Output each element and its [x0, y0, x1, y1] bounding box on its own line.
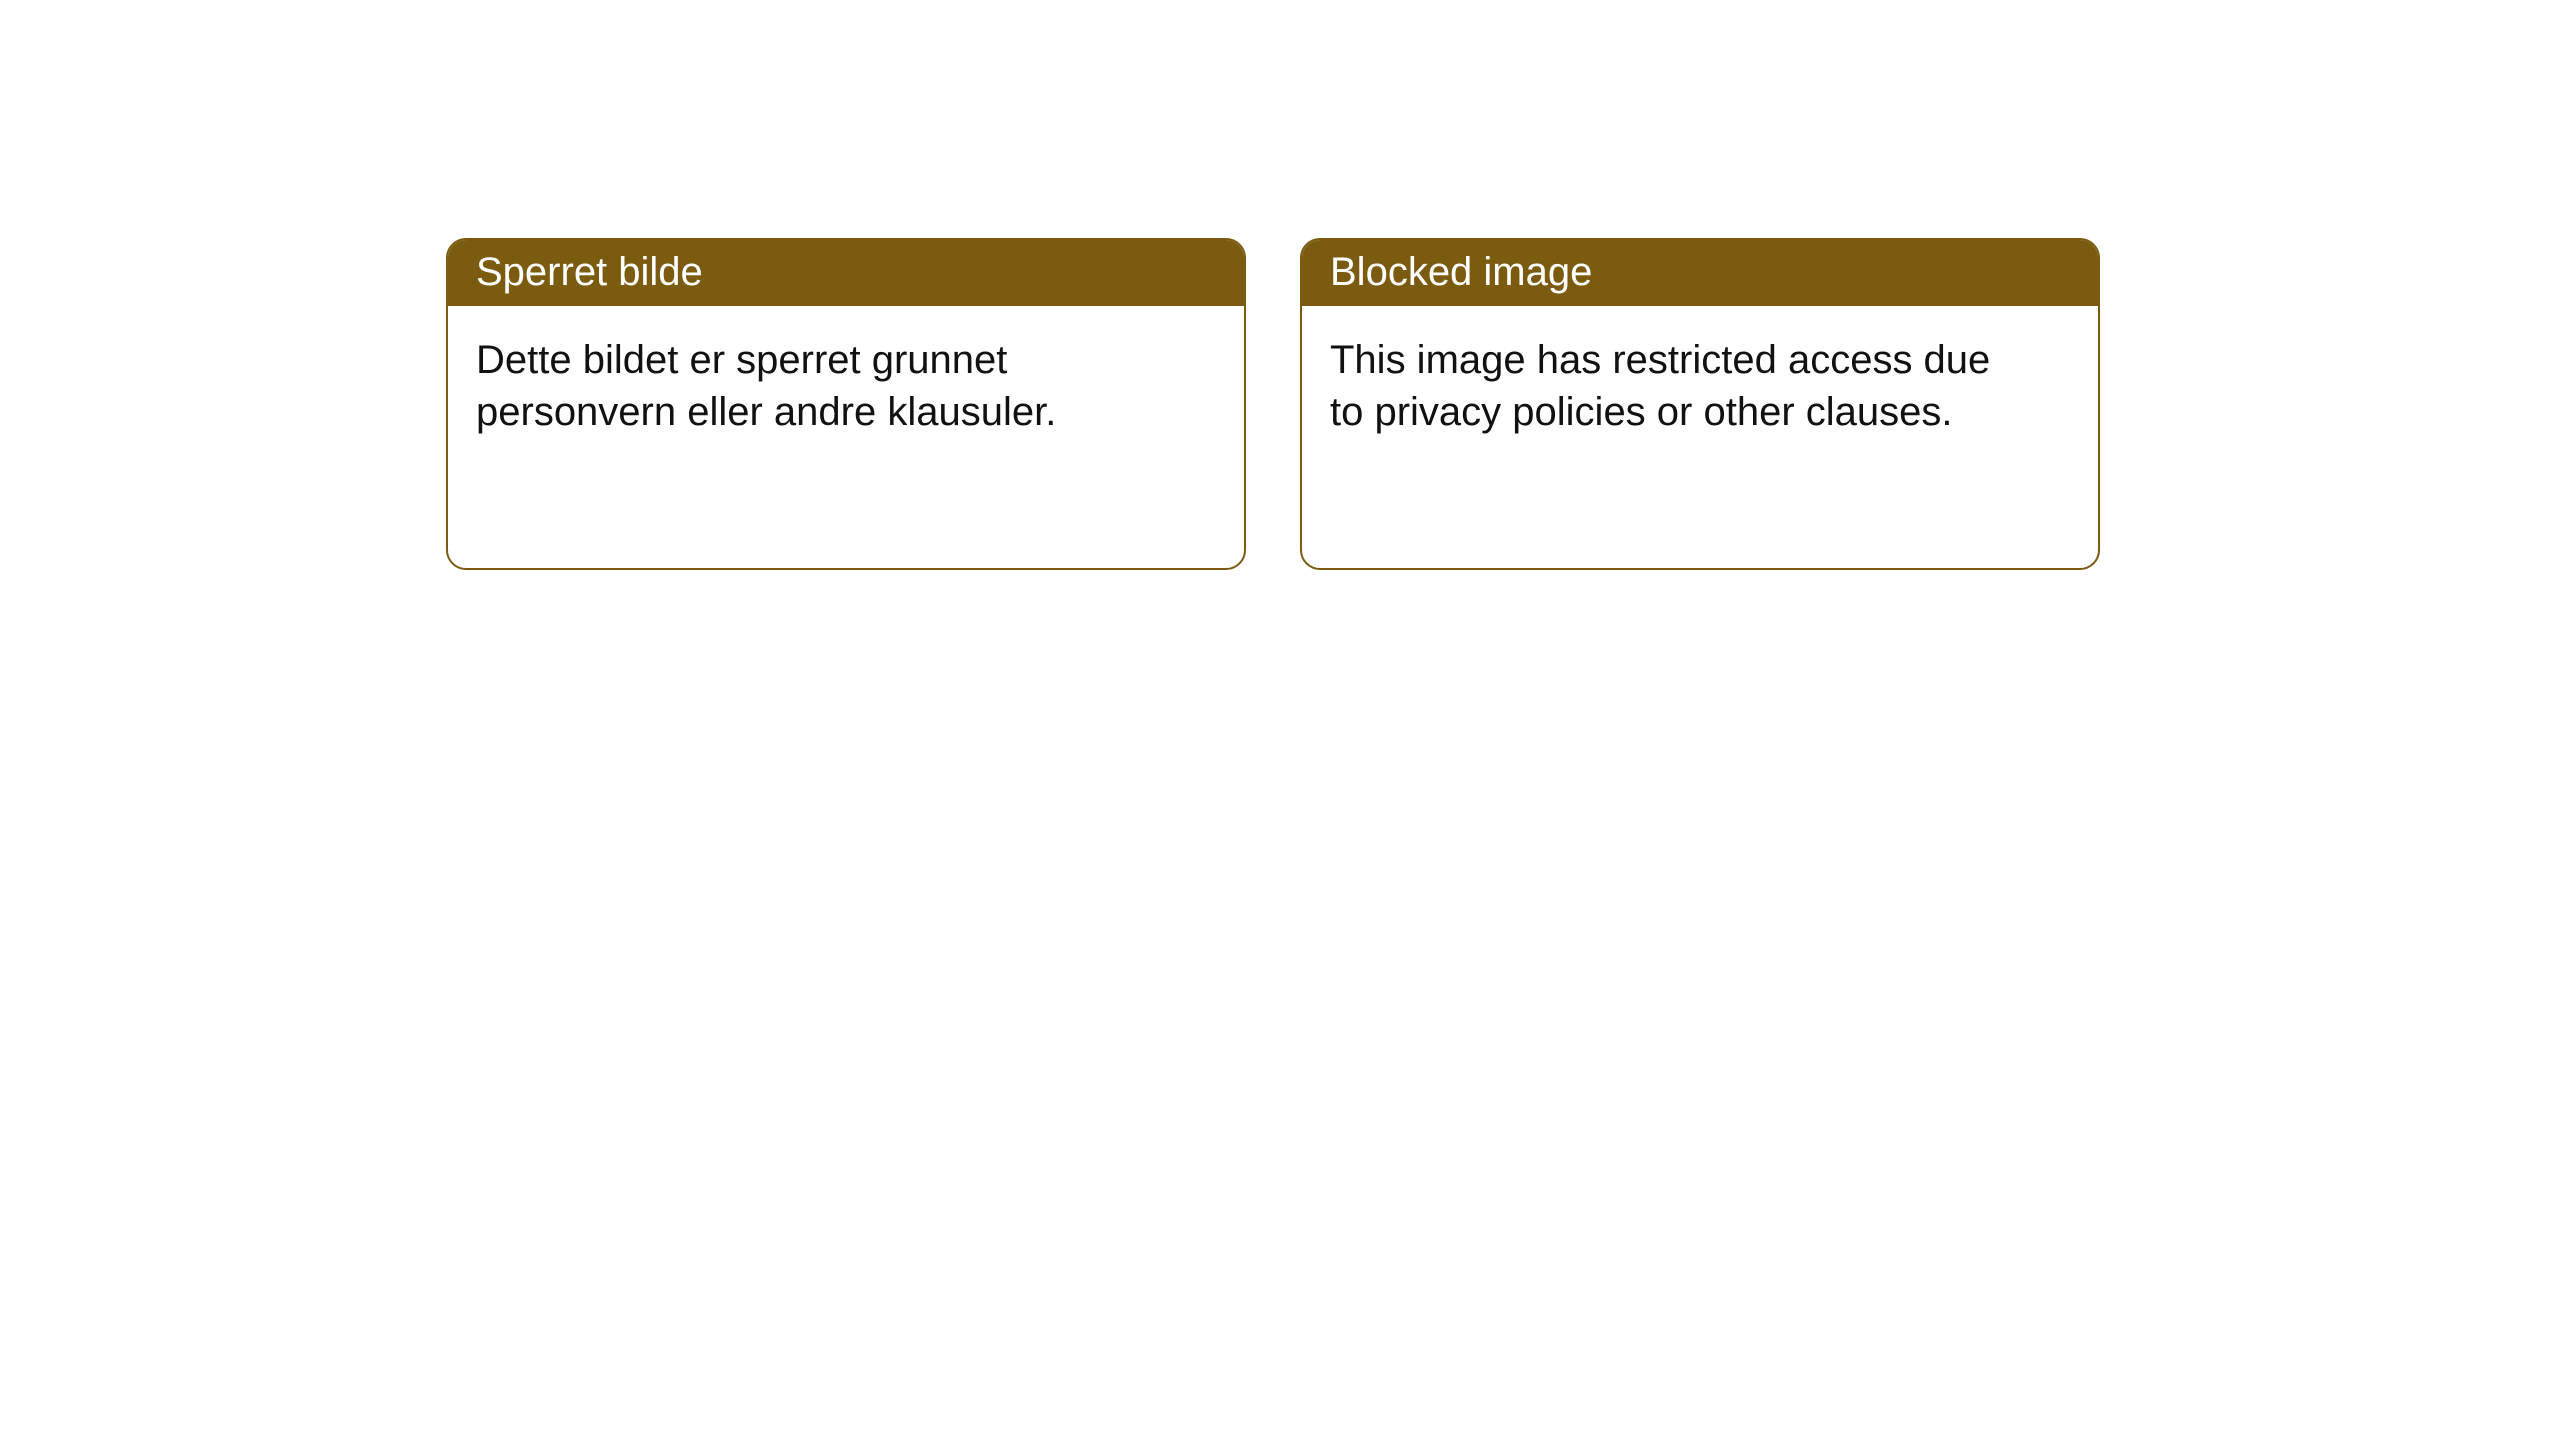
- notice-card-body: This image has restricted access due to …: [1302, 306, 2038, 466]
- notice-card-header: Sperret bilde: [448, 240, 1244, 306]
- notice-card-body: Dette bildet er sperret grunnet personve…: [448, 306, 1184, 466]
- notice-card-english: Blocked image This image has restricted …: [1300, 238, 2100, 570]
- notice-card-header: Blocked image: [1302, 240, 2098, 306]
- notice-card-norwegian: Sperret bilde Dette bildet er sperret gr…: [446, 238, 1246, 570]
- notice-cards-container: Sperret bilde Dette bildet er sperret gr…: [0, 0, 2560, 570]
